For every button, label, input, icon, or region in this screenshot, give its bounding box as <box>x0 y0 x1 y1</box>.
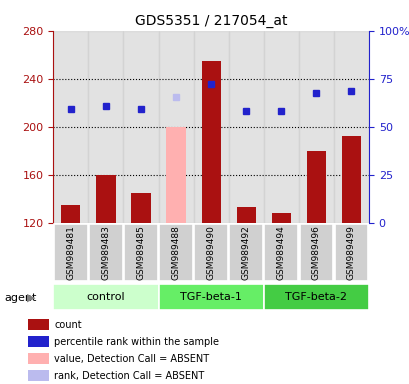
Bar <box>124 224 157 281</box>
Text: TGF-beta-2: TGF-beta-2 <box>285 292 346 303</box>
Text: GSM989483: GSM989483 <box>101 225 110 280</box>
Bar <box>298 31 333 223</box>
Bar <box>96 175 115 223</box>
Text: control: control <box>86 292 125 303</box>
Bar <box>158 31 193 223</box>
Bar <box>194 224 227 281</box>
Text: GSM989496: GSM989496 <box>311 225 320 280</box>
Bar <box>333 31 368 223</box>
Bar <box>341 136 360 223</box>
Text: GSM989499: GSM989499 <box>346 225 355 280</box>
Bar <box>28 319 49 331</box>
Text: GSM989494: GSM989494 <box>276 225 285 280</box>
Bar <box>193 31 228 223</box>
Bar <box>306 151 325 223</box>
Text: value, Detection Call = ABSENT: value, Detection Call = ABSENT <box>54 354 209 364</box>
Bar <box>53 31 88 223</box>
Text: agent: agent <box>4 293 36 303</box>
Text: count: count <box>54 319 82 329</box>
Bar <box>264 224 297 281</box>
Text: GSM989485: GSM989485 <box>136 225 145 280</box>
Bar <box>263 285 368 310</box>
Text: TGF-beta-1: TGF-beta-1 <box>180 292 241 303</box>
Bar <box>53 285 158 310</box>
Text: percentile rank within the sample: percentile rank within the sample <box>54 336 219 347</box>
Text: GSM989488: GSM989488 <box>171 225 180 280</box>
Bar <box>236 207 255 223</box>
Bar <box>271 213 290 223</box>
Bar <box>263 31 298 223</box>
Bar <box>228 31 263 223</box>
Bar <box>159 224 193 281</box>
Bar <box>131 193 150 223</box>
Bar <box>334 224 367 281</box>
Title: GDS5351 / 217054_at: GDS5351 / 217054_at <box>135 14 287 28</box>
Bar <box>28 353 49 364</box>
Bar <box>201 61 220 223</box>
Bar <box>158 285 263 310</box>
Bar <box>28 370 49 381</box>
Text: ▶: ▶ <box>27 293 35 303</box>
Bar <box>54 224 88 281</box>
Bar <box>166 127 185 223</box>
Bar <box>299 224 333 281</box>
Bar <box>123 31 158 223</box>
Bar <box>61 205 80 223</box>
Bar <box>89 224 122 281</box>
Bar <box>88 31 123 223</box>
Text: GSM989481: GSM989481 <box>66 225 75 280</box>
Text: rank, Detection Call = ABSENT: rank, Detection Call = ABSENT <box>54 371 204 381</box>
Text: GSM989490: GSM989490 <box>206 225 215 280</box>
Text: GSM989492: GSM989492 <box>241 225 250 280</box>
Bar <box>229 224 263 281</box>
Bar <box>28 336 49 348</box>
